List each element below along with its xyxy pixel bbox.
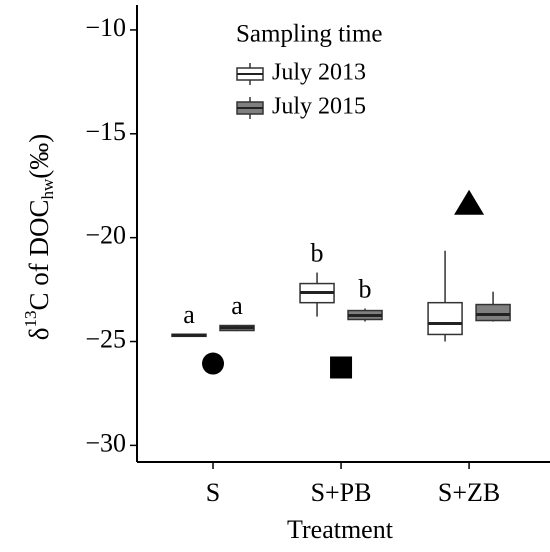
y-axis-label: δ13C of DOChw(‰)	[21, 134, 57, 341]
y-tick-label: −15	[85, 117, 126, 146]
x-axis-label: Treatment	[287, 515, 394, 544]
y-tick-label: −25	[85, 324, 126, 353]
legend-label: July 2013	[272, 60, 366, 86]
y-tick-label: −20	[85, 221, 126, 250]
box	[475, 303, 511, 322]
y-label-part: (‰)	[24, 134, 54, 179]
box-label: a	[231, 291, 243, 320]
x-tick-label: S+PB	[311, 478, 372, 507]
y-label-sub: hw	[38, 178, 57, 200]
marker	[202, 352, 225, 375]
box	[427, 301, 463, 336]
y-label-sup: 13	[21, 311, 40, 328]
y-label-part: δ	[24, 328, 54, 341]
legend-label: July 2015	[272, 94, 366, 120]
y-label-part: C of DOC	[24, 200, 54, 311]
marker	[330, 356, 353, 379]
marker	[454, 189, 485, 215]
y-tick-label: −10	[85, 13, 126, 42]
y-tick-label: −30	[85, 428, 126, 457]
box-label: a	[183, 300, 195, 329]
box-label: b	[359, 274, 372, 303]
x-tick-label: S+ZB	[438, 478, 500, 507]
x-tick-label: S	[206, 478, 220, 507]
legend-title: Sampling time	[236, 21, 383, 48]
box-label: b	[311, 239, 324, 268]
